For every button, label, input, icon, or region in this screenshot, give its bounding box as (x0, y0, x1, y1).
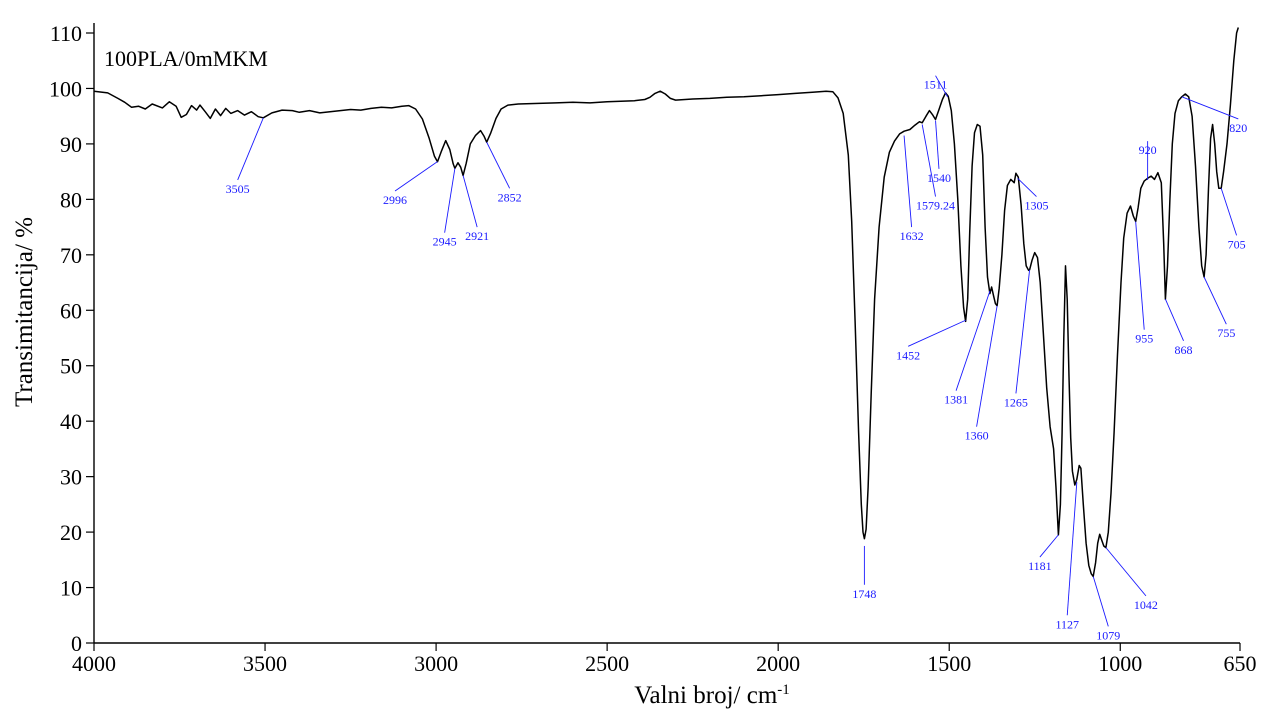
x-tick-label: 650 (1224, 651, 1257, 676)
peak-label: 1265 (1004, 395, 1028, 409)
peak-leader-line (1220, 188, 1238, 236)
peak-label: 1079 (1096, 628, 1120, 642)
peak-leader-line (1039, 534, 1059, 558)
peak-label: 1127 (1055, 617, 1079, 631)
series-label: 100PLA/0mMKM (104, 46, 268, 71)
peak-label: 1579.24 (916, 199, 955, 213)
peak-label: 1540 (927, 171, 951, 185)
y-tick-label: 20 (60, 520, 82, 545)
y-tick-label: 110 (50, 21, 82, 46)
peak-label: 1042 (1134, 598, 1158, 612)
peak-label: 1748 (852, 587, 876, 601)
x-axis-ticks: 4000 3500 3000 2500 2000 1500 1000 650 (72, 643, 1257, 676)
peak-label: 2996 (383, 193, 407, 207)
x-tick-label: 1000 (1098, 651, 1142, 676)
peak-annotations: 3505 2996 2945 2921 2852 1748 1632 1579.24 1540 1… (226, 75, 1247, 642)
y-tick-label: 60 (60, 298, 82, 323)
y-tick-label: 0 (71, 631, 82, 656)
peak-leader-line (462, 175, 478, 228)
y-tick-label: 40 (60, 409, 82, 434)
peak-leader-line (1066, 482, 1078, 616)
peak-leader-line (394, 161, 438, 192)
x-tick-label: 3000 (414, 651, 458, 676)
y-tick-label: 90 (60, 132, 82, 157)
peak-leader-line (444, 168, 456, 233)
peak-leader-line (1203, 276, 1227, 325)
peak-leader-line (1015, 269, 1031, 394)
peak-label: 3505 (226, 182, 250, 196)
peak-label: 1632 (900, 229, 924, 243)
peak-label: 920 (1139, 143, 1157, 157)
x-axis-title: Valni broj/ cm-1 (634, 682, 790, 709)
x-tick-label: 2500 (585, 651, 629, 676)
y-tick-label: 10 (60, 576, 82, 601)
x-tick-label: 4000 (72, 651, 116, 676)
peak-leader-line (976, 305, 998, 427)
x-tick-label: 3500 (243, 651, 287, 676)
peak-leader-line (907, 319, 966, 347)
x-axis-title-text: Valni broj/ cm (634, 682, 778, 709)
y-tick-label: 100 (49, 76, 82, 101)
peak-leader-line (903, 135, 913, 228)
peak-label: 755 (1217, 326, 1235, 340)
peak-label: 1360 (965, 429, 989, 443)
spectrum-line (93, 27, 1240, 578)
peak-leader-line (1181, 96, 1239, 120)
y-axis-title: Transimitancija/ % (11, 217, 38, 407)
y-tick-label: 80 (60, 187, 82, 212)
peak-leader-line (1092, 576, 1109, 627)
peak-leader-line (921, 124, 936, 197)
peak-label: 1511 (924, 78, 948, 92)
x-tick-label: 1500 (927, 651, 971, 676)
peak-leader-line (955, 290, 991, 391)
peak-label: 1452 (896, 348, 920, 362)
peak-label: 2921 (465, 229, 489, 243)
peak-label: 1305 (1024, 199, 1048, 213)
peak-leader-line (237, 117, 264, 181)
peak-label: 2945 (433, 235, 457, 249)
peak-label: 820 (1229, 121, 1247, 135)
y-tick-label: 50 (60, 354, 82, 379)
y-tick-label: 30 (60, 465, 82, 490)
y-tick-label: 70 (60, 243, 82, 268)
peak-label: 955 (1135, 332, 1153, 346)
peak-leader-line (935, 120, 940, 169)
peak-leader-line (1135, 221, 1145, 330)
peak-label: 1181 (1028, 559, 1052, 573)
x-tick-label: 2000 (756, 651, 800, 676)
y-axis-ticks: 0 10 20 30 40 50 60 70 80 90 100 110 (49, 21, 94, 656)
peak-label: 1381 (944, 393, 968, 407)
peak-leader-line (1105, 547, 1147, 597)
peak-label: 2852 (498, 190, 522, 204)
peak-label: 868 (1175, 343, 1193, 357)
peak-label: 705 (1228, 237, 1246, 251)
peak-leader-line (1017, 177, 1037, 197)
x-axis-title-superscript: -1 (777, 682, 790, 698)
peak-leader-line (486, 142, 511, 189)
peak-leader-line (1165, 299, 1184, 341)
peak-leader-line (935, 75, 948, 97)
